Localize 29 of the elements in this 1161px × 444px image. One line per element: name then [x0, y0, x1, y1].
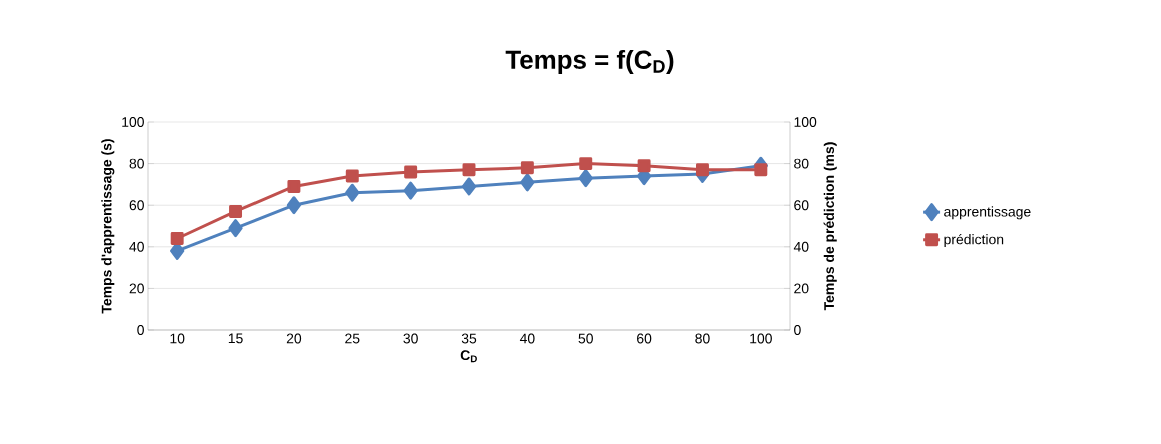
chart-title: Temps = f(C$_{D}$)	[505, 49, 674, 75]
y-tick-label: 80	[129, 158, 144, 169]
x-axis-title: C$_{D}$	[460, 350, 477, 363]
x-tick-label: 80	[695, 333, 710, 344]
x-tick-label: 50	[578, 333, 593, 344]
x-tick-label: 100	[750, 333, 772, 344]
y-tick-label: 60	[129, 200, 144, 211]
x-tick-label: 60	[637, 333, 652, 344]
y2-axis-title: Temps de prédiction (ms)	[823, 142, 837, 311]
y2-tick-label: 80	[794, 158, 809, 169]
legend-label: apprentissage	[944, 206, 1031, 220]
y2-tick-label: 20	[794, 283, 809, 294]
y-tick-label: 0	[137, 325, 144, 335]
x-tick-label: 35	[461, 333, 477, 344]
y-tick-label: 40	[129, 241, 144, 252]
x-tick-label: 25	[345, 333, 360, 344]
x-tick-label: 30	[403, 333, 418, 344]
y2-tick-label: 60	[794, 200, 809, 211]
x-tick-label: 15	[228, 333, 243, 344]
y2-tick-label: 100	[794, 117, 817, 127]
y2-tick-label: 40	[793, 241, 809, 252]
x-tick-label: 10	[170, 333, 185, 344]
x-tick-label: 20	[286, 333, 302, 344]
legend-label: prédiction	[944, 233, 1004, 248]
x-tick-label: 40	[519, 333, 535, 344]
y2-tick-label: 0	[794, 325, 801, 335]
y-axis-title: Temps d'apprentissage (s)	[101, 139, 115, 314]
y-tick-label: 20	[129, 283, 144, 294]
y-tick-label: 100	[122, 117, 144, 127]
